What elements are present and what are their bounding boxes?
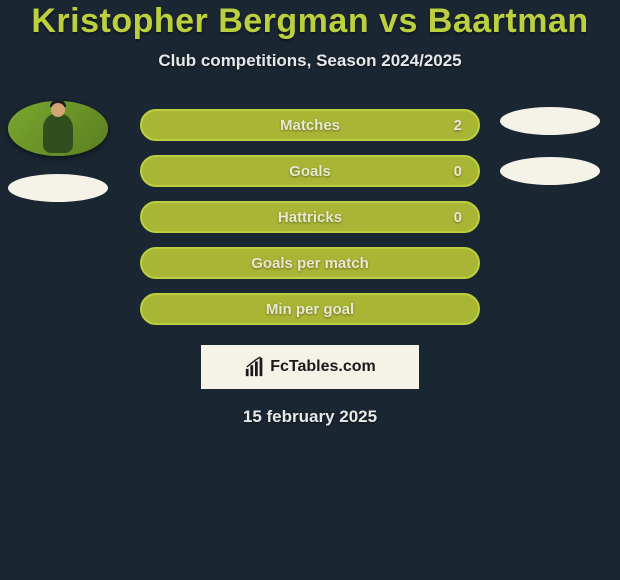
player-right-column <box>480 101 600 185</box>
stat-row-hattricks: Hattricks 0 <box>140 201 480 233</box>
stat-label: Hattricks <box>208 209 412 226</box>
player-left-name-slot <box>8 174 108 202</box>
chart-icon <box>244 356 266 378</box>
player-right-avatar-slot <box>500 107 600 135</box>
stat-value-right: 0 <box>412 163 462 180</box>
person-icon <box>43 113 73 153</box>
stat-row-goals: Goals 0 <box>140 155 480 187</box>
player-left-avatar <box>8 101 108 156</box>
watermark[interactable]: FcTables.com <box>201 345 419 389</box>
stat-value-right: 2 <box>412 117 462 134</box>
stat-value-right: 0 <box>412 209 462 226</box>
avatar-placeholder <box>8 101 108 156</box>
player-left-column <box>8 101 128 202</box>
page-title: Kristopher Bergman vs Baartman <box>31 2 588 41</box>
watermark-text: FcTables.com <box>270 358 376 376</box>
main-area: Matches 2 Goals 0 Hattricks 0 Goals per … <box>0 109 620 325</box>
stat-label: Matches <box>208 117 412 134</box>
stat-row-gpm: Goals per match <box>140 247 480 279</box>
stat-label: Goals per match <box>208 255 412 272</box>
stat-label: Min per goal <box>208 301 412 318</box>
stat-row-matches: Matches 2 <box>140 109 480 141</box>
stats-list: Matches 2 Goals 0 Hattricks 0 Goals per … <box>140 109 480 325</box>
comparison-card: Kristopher Bergman vs Baartman Club comp… <box>0 0 620 427</box>
stat-row-mpg: Min per goal <box>140 293 480 325</box>
subtitle: Club competitions, Season 2024/2025 <box>158 51 461 71</box>
player-right-name-slot <box>500 157 600 185</box>
date: 15 february 2025 <box>243 407 377 427</box>
stat-label: Goals <box>208 163 412 180</box>
